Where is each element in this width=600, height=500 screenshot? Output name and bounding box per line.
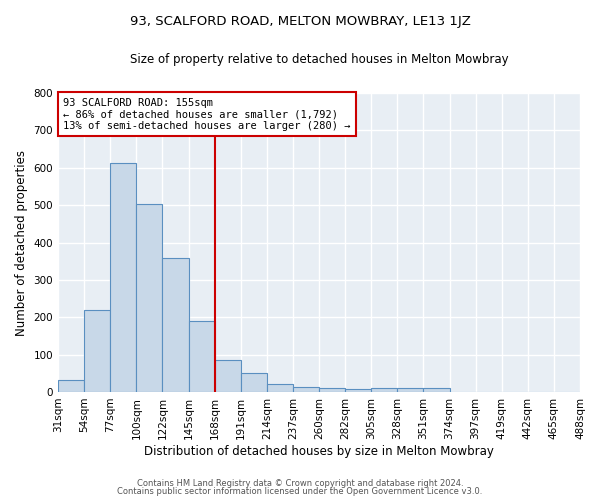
Bar [58, 380, 84, 392]
Text: Contains HM Land Registry data © Crown copyright and database right 2024.: Contains HM Land Registry data © Crown c… [137, 478, 463, 488]
Bar [371, 388, 397, 392]
Bar [215, 360, 241, 392]
Bar [110, 164, 136, 392]
Bar [241, 372, 267, 392]
Bar [293, 386, 319, 392]
Bar [84, 310, 110, 392]
Bar [397, 388, 424, 392]
Y-axis label: Number of detached properties: Number of detached properties [15, 150, 28, 336]
Bar [163, 258, 188, 392]
Bar [267, 384, 293, 392]
Bar [319, 388, 345, 392]
Bar [136, 204, 163, 392]
Bar [188, 320, 215, 392]
X-axis label: Distribution of detached houses by size in Melton Mowbray: Distribution of detached houses by size … [144, 444, 494, 458]
Text: 93, SCALFORD ROAD, MELTON MOWBRAY, LE13 1JZ: 93, SCALFORD ROAD, MELTON MOWBRAY, LE13 … [130, 15, 470, 28]
Text: Contains public sector information licensed under the Open Government Licence v3: Contains public sector information licen… [118, 487, 482, 496]
Bar [345, 388, 371, 392]
Title: Size of property relative to detached houses in Melton Mowbray: Size of property relative to detached ho… [130, 52, 508, 66]
Bar [424, 388, 449, 392]
Text: 93 SCALFORD ROAD: 155sqm
← 86% of detached houses are smaller (1,792)
13% of sem: 93 SCALFORD ROAD: 155sqm ← 86% of detach… [63, 98, 351, 130]
